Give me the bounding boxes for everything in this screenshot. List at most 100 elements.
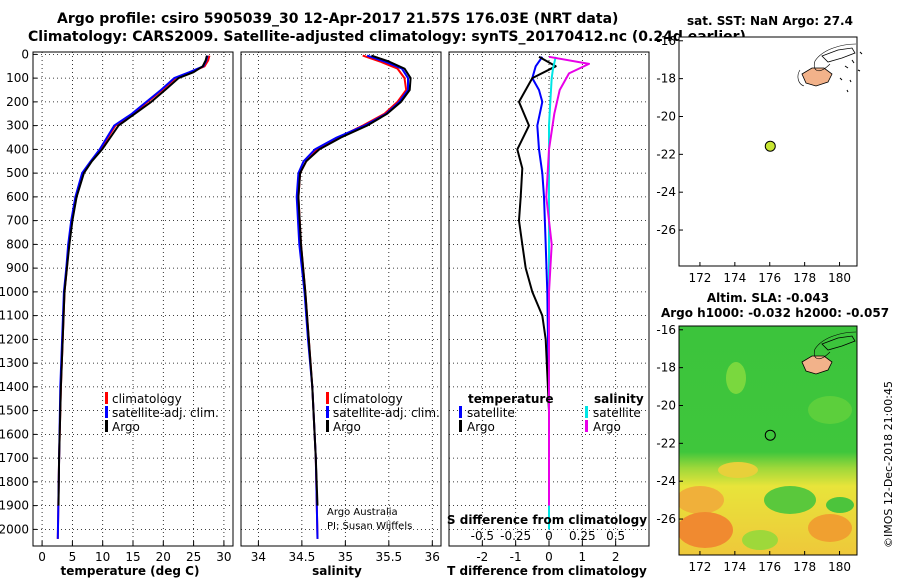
small-islands (839, 51, 863, 93)
series-line-argo (57, 55, 208, 506)
island-viti-levu (801, 355, 833, 375)
y-tick-label: 700 (6, 214, 29, 228)
x-tick-label: 0 (38, 550, 46, 564)
map-x-tick-label: 176 (758, 560, 781, 574)
island-vanua-levu (821, 47, 856, 63)
y-tick-label: 800 (6, 237, 29, 251)
y-tick-label: 1800 (0, 475, 29, 489)
y-tick-label: 1100 (0, 309, 29, 323)
sla-map-subtitle: Argo h1000: -0.032 h2000: -0.057 (661, 306, 889, 320)
x-tick-label: 5 (69, 550, 77, 564)
legend-label-satellite: satellite-adj. clim. (333, 406, 440, 420)
sla-patch (826, 497, 854, 513)
y-tick-label: 1300 (0, 356, 29, 370)
map-y-tick-label: -16 (656, 323, 676, 337)
sla-map-panel: Altim. SLA: -0.043 Argo h1000: -0.032 h2… (656, 291, 889, 574)
map-x-tick-label: 172 (688, 560, 711, 574)
y-tick-label: 1500 (0, 404, 29, 418)
map-y-tick-label: -20 (656, 109, 676, 123)
map-x-tick-label: 178 (793, 271, 816, 285)
legend-label-argo: Argo (112, 420, 140, 434)
legend-title-temperature: temperature (468, 392, 553, 406)
x2-tick-label: 0.5 (606, 529, 625, 543)
legend-label-t-argo: Argo (467, 420, 495, 434)
map-x-tick-label: 172 (688, 271, 711, 285)
x-tick-label: 35 (338, 550, 353, 564)
x-tick-label: 25 (186, 550, 201, 564)
map-y-tick-label: -26 (656, 223, 676, 237)
y-tick-label: 0 (21, 47, 29, 61)
x-tick-label: 1 (579, 550, 587, 564)
map-x-tick-label: 178 (793, 560, 816, 574)
salinity-legend: climatology satellite-adj. clim. Argo (326, 392, 440, 434)
legend-label-s-argo: Argo (593, 420, 621, 434)
island-viti-levu (801, 67, 833, 87)
legend-label-argo: Argo (333, 420, 361, 434)
y-tick-label: 200 (6, 95, 29, 109)
fiji-islands (797, 43, 863, 93)
series-line-salinity-argo (545, 55, 590, 506)
argo-position-marker (764, 429, 776, 441)
salinity-plot-frame (240, 51, 442, 547)
x-tick-label: 2 (612, 550, 620, 564)
legend-swatch-s-satellite (585, 406, 588, 418)
series-line-climatology (297, 54, 408, 539)
island-vanua-levu (821, 335, 856, 351)
series-line-temperature-argo (516, 55, 557, 506)
sla-patch (742, 530, 778, 550)
map-x-tick-label: 174 (723, 271, 746, 285)
legend-swatch-s-argo (585, 420, 588, 432)
reef-outline (797, 43, 857, 87)
legend-label-climatology: climatology (333, 392, 403, 406)
temperature-xlabel: temperature (deg C) (61, 564, 200, 578)
annotation-argo-australia: Argo Australia (327, 507, 398, 518)
salinity-xlabel: salinity (312, 564, 362, 578)
sla-patch (808, 514, 852, 542)
sla-map-frame (678, 325, 858, 556)
legend-label-satellite: satellite-adj. clim. (112, 406, 219, 420)
fiji-islands-sla (801, 331, 857, 375)
legend-swatch-t-satellite (459, 406, 462, 418)
x2-tick-label: 0 (545, 529, 553, 543)
y-tick-label: 500 (6, 166, 29, 180)
difference-panel: -2 -1 0 1 2 -0.5 -0.25 0 0.25 0.5 temperature sa… (447, 51, 650, 578)
sla-patch (718, 462, 758, 478)
x-tick-label: 15 (125, 550, 140, 564)
y-tick-label: 600 (6, 190, 29, 204)
sst-map-panel: sat. SST: NaN Argo: 27.4 -16 -18 -20 -22 -24… (656, 14, 863, 285)
x-tick-label: -1 (510, 550, 522, 564)
x-tick-label: 10 (95, 550, 110, 564)
map-y-tick-label: -22 (656, 147, 676, 161)
map-x-tick-label: 176 (758, 271, 781, 285)
sla-patch (726, 362, 746, 394)
map-y-tick-label: -24 (656, 185, 676, 199)
map-x-tick-label: 180 (828, 271, 851, 285)
x-tick-label: 20 (156, 550, 171, 564)
x-tick-label: 30 (216, 550, 231, 564)
temperature-panel: 0100200300400500600700800900100011001200… (0, 47, 234, 578)
legend-label-climatology: climatology (112, 392, 182, 406)
map-y-tick-label: -20 (656, 398, 676, 412)
x2-tick-label: 0.25 (569, 529, 596, 543)
sla-patch (808, 396, 852, 424)
map-x-tick-label: 180 (828, 560, 851, 574)
legend-title-salinity: salinity (594, 392, 644, 406)
annotation-pi: PI: Susan Wijffels (327, 521, 412, 532)
map-y-tick-label: -26 (656, 512, 676, 526)
legend-label-s-satellite: satellite (593, 406, 641, 420)
argo-position-marker (764, 140, 776, 152)
y-tick-label: 1600 (0, 427, 29, 441)
x-tick-label: 34 (251, 550, 266, 564)
legend-swatch-satellite (326, 406, 329, 418)
series-line-temperature-satellite (531, 56, 550, 530)
map-y-tick-label: -22 (656, 436, 676, 450)
y-tick-label: 900 (6, 261, 29, 275)
map-y-tick-label: -24 (656, 474, 676, 488)
map-y-tick-label: -18 (656, 72, 676, 86)
sst-map-title: sat. SST: NaN Argo: 27.4 (687, 14, 853, 28)
x-tick-label: 34.5 (289, 550, 316, 564)
series-line-climatology (56, 55, 211, 539)
x-tick-label: 35.5 (375, 550, 402, 564)
series-line-argo (297, 54, 412, 506)
